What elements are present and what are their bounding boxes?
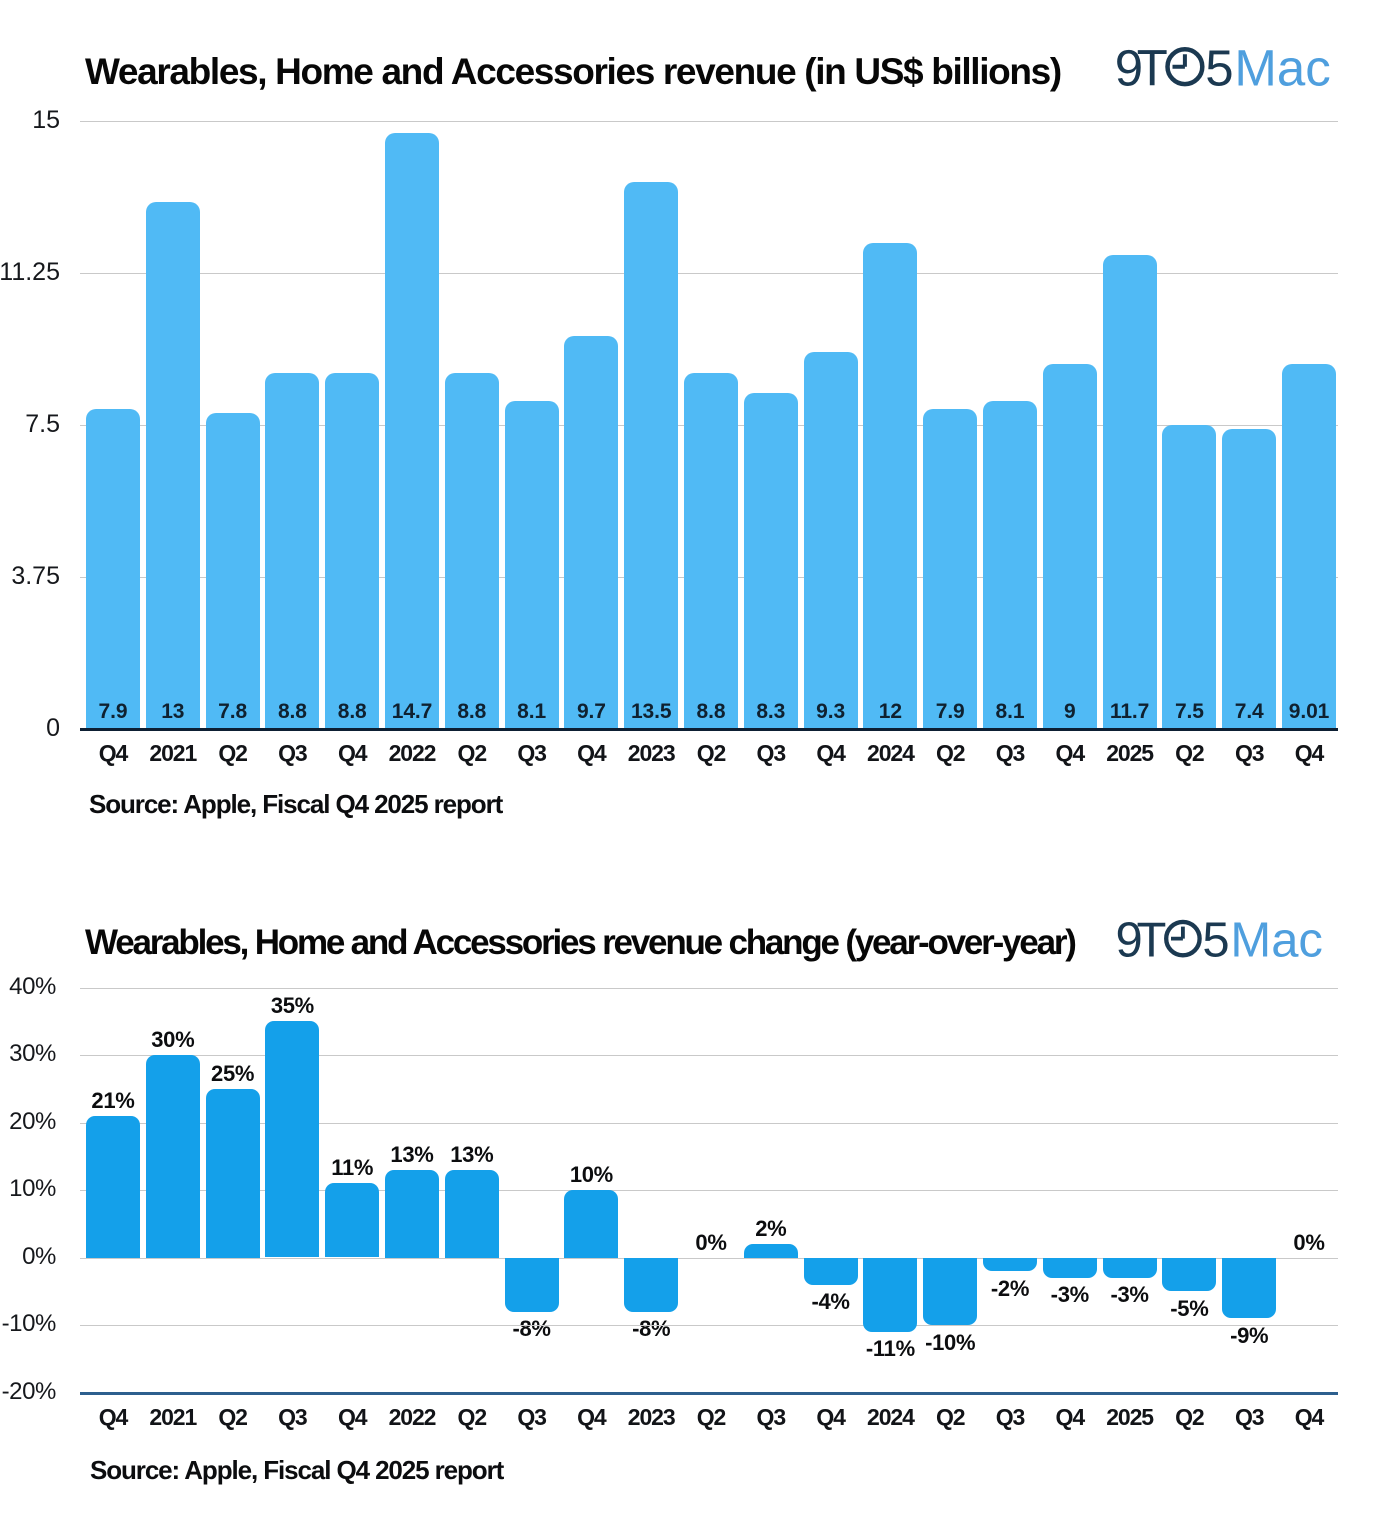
svg-text:5: 5 (1202, 914, 1229, 968)
svg-text:T: T (1137, 40, 1168, 96)
svg-text:9: 9 (1116, 914, 1143, 968)
svg-text:Mac: Mac (1230, 914, 1322, 968)
svg-text:Mac: Mac (1234, 40, 1330, 96)
svg-text:5: 5 (1205, 40, 1233, 96)
svg-text:9: 9 (1115, 40, 1143, 96)
svg-text:T: T (1137, 914, 1167, 968)
